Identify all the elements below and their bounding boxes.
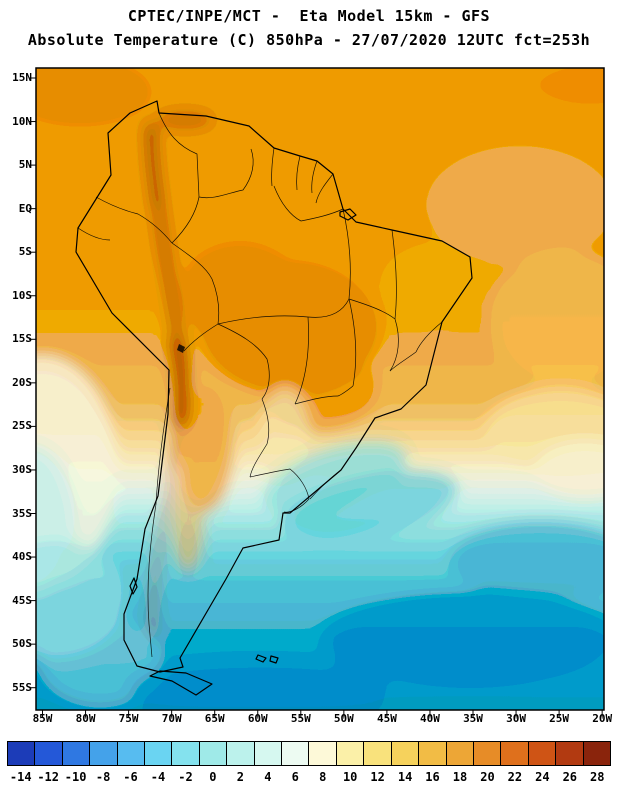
colorbar-cell — [198, 742, 227, 765]
lat-tick-label: 15S — [12, 332, 32, 346]
lon-tick-label: 40W — [420, 712, 440, 725]
lat-tick-label: 20S — [12, 375, 32, 389]
colorbar-tick-label: 14 — [397, 770, 413, 784]
lake-titicaca — [177, 344, 185, 353]
lat-tick-label: 10S — [12, 288, 32, 302]
colorbar-cell — [418, 742, 446, 765]
colorbar-cell — [582, 742, 610, 765]
lat-tick-label: 35S — [12, 506, 32, 520]
colorbar-cell — [34, 742, 62, 765]
lon-tick-label: 60W — [247, 712, 268, 725]
colorbar-cell — [335, 742, 364, 765]
temperature-map — [29, 67, 605, 717]
lon-tick-label: 75W — [118, 712, 139, 725]
colorbar-tick-label: 12 — [370, 770, 385, 784]
colorbar-cell — [555, 742, 583, 765]
lat-tick-label: 5S — [18, 245, 32, 259]
colorbar-tick-label: 6 — [291, 770, 299, 784]
lat-tick-label: EQ — [18, 201, 32, 215]
lon-tick-label: 25W — [549, 712, 570, 725]
colorbar-tick-label: 26 — [562, 770, 578, 784]
colorbar-tick-label: 4 — [264, 770, 272, 784]
colorbar-cell — [363, 742, 391, 765]
page-title: CPTEC/INPE/MCT - Eta Model 15km - GFS — [127, 7, 491, 25]
lat-tick-label: 40S — [12, 550, 32, 564]
lon-tick-label: 70W — [161, 712, 182, 725]
colorbar-tick-label: 16 — [425, 770, 440, 784]
colorbar-tick-label: -14 — [9, 770, 32, 784]
colorbar-cell — [61, 742, 90, 765]
lon-tick-label: 50W — [333, 712, 354, 725]
lat-tick-label: 55S — [12, 680, 32, 694]
colorbar-tick-label: 0 — [209, 770, 217, 784]
colorbar-cell — [226, 742, 254, 765]
colorbar-tick-label: 22 — [507, 770, 523, 784]
colorbar-tick-label: -2 — [178, 770, 193, 784]
colorbar-tick-label: -4 — [150, 770, 166, 784]
colorbar-cell — [8, 742, 35, 765]
colorbar-tick-label: 2 — [236, 770, 244, 784]
colorbar-tick-label: -10 — [64, 770, 87, 784]
colorbar-cell — [171, 742, 199, 765]
colorbar-cell — [390, 742, 419, 765]
colorbar-tick-label: 28 — [590, 770, 605, 784]
colorbar-cell — [527, 742, 556, 765]
colorbar-tick-label: 10 — [342, 770, 358, 784]
colorbar-tick-label: -12 — [37, 770, 60, 784]
colorbar-cell — [445, 742, 473, 765]
colorbar — [7, 741, 611, 766]
colorbar-tick-label: 24 — [535, 770, 550, 784]
colorbar-cell — [500, 742, 528, 765]
lon-tick-label: 80W — [75, 712, 96, 725]
lon-tick-label: 45W — [376, 712, 397, 725]
colorbar-cell — [308, 742, 336, 765]
lon-tick-label: 55W — [290, 712, 311, 725]
lat-tick-label: 10N — [12, 114, 32, 128]
colorbar-cell — [281, 742, 309, 765]
lat-tick-label: 15N — [12, 71, 32, 84]
map-frame — [35, 67, 605, 711]
lon-tick-label: 20W — [592, 712, 613, 725]
lat-tick-label: 50S — [12, 637, 32, 651]
axis-ticks — [29, 77, 603, 717]
lat-tick-label: 30S — [12, 462, 32, 476]
country-borders — [77, 112, 443, 658]
colorbar-cell — [253, 742, 282, 765]
lat-tick-label: 45S — [12, 593, 32, 607]
colorbar-cell — [144, 742, 172, 765]
colorbar-tick-label: 18 — [452, 770, 468, 784]
lon-tick-label: 35W — [463, 712, 483, 725]
lon-tick-label: 30W — [506, 712, 526, 725]
page-subtitle: Absolute Temperature (C) 850hPa - 27/07/… — [27, 31, 591, 49]
colorbar-cell — [89, 742, 117, 765]
colorbar-cell — [116, 742, 145, 765]
colorbar-tick-label: 20 — [480, 770, 495, 784]
lat-tick-label: 25S — [12, 419, 32, 433]
lat-tick-label: 5N — [18, 158, 32, 172]
colorbar-tick-label: -8 — [95, 770, 111, 784]
colorbar-tick-label: 8 — [319, 770, 327, 784]
lon-tick-label: 65W — [204, 712, 225, 725]
lon-tick-label: 85W — [32, 712, 53, 725]
temperature-field-layer — [36, 68, 604, 710]
colorbar-cell — [472, 742, 501, 765]
colorbar-tick-label: -6 — [123, 770, 138, 784]
